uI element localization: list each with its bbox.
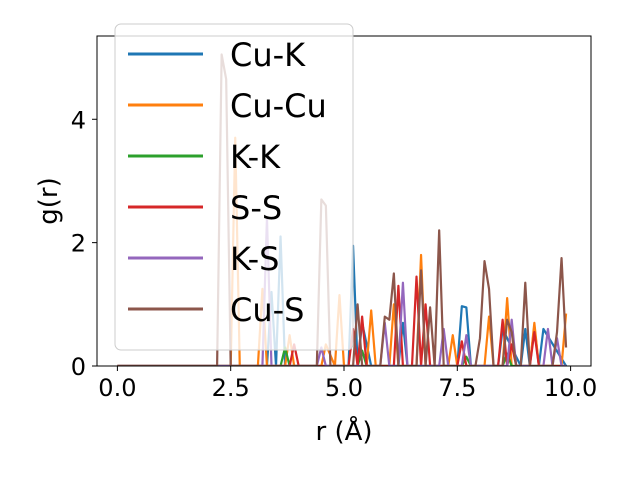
legend-label: S-S — [230, 189, 282, 227]
legend-label: K-S — [230, 240, 279, 278]
x-tick-label: 0.0 — [98, 374, 136, 402]
x-axis-label: r (Å) — [315, 415, 372, 447]
y-tick-label: 4 — [71, 106, 86, 134]
y-axis: 0 2 4 — [71, 106, 97, 381]
legend-label: Cu-Cu — [230, 87, 327, 125]
legend: Cu-K Cu-Cu K-K S-S K-S Cu-S — [114, 23, 354, 351]
y-axis-label: g(r) — [34, 177, 64, 224]
legend-label: Cu-K — [230, 36, 306, 74]
series-line-cu-k — [117, 235, 568, 366]
x-tick-label: 10.0 — [544, 374, 597, 402]
x-tick-label: 7.5 — [438, 374, 476, 402]
x-axis: 0.0 2.5 5.0 7.5 10.0 — [98, 366, 597, 402]
legend-label: K-K — [230, 138, 281, 176]
y-tick-label: 0 — [71, 353, 86, 381]
x-tick-label: 5.0 — [325, 374, 363, 402]
legend-label: Cu-S — [230, 291, 304, 329]
x-tick-label: 2.5 — [212, 374, 250, 402]
y-tick-label: 2 — [71, 230, 86, 258]
series-line-k-s — [117, 216, 567, 366]
